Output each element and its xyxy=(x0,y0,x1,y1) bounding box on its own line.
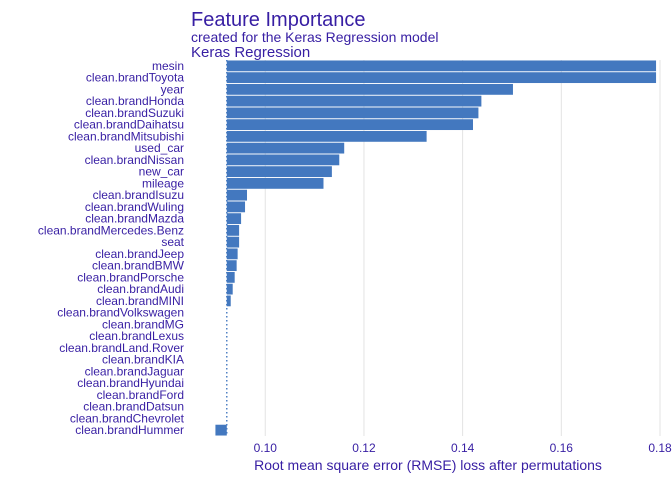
category-label: new_car xyxy=(139,165,184,179)
bar-new-car xyxy=(226,166,332,178)
bar-clean-brandaudi xyxy=(226,283,233,295)
bars xyxy=(215,60,657,436)
category-label: clean.brandNissan xyxy=(85,153,184,167)
bar-clean-brandjeep xyxy=(226,248,238,260)
bar-seat xyxy=(226,236,240,248)
category-label: clean.brandAudi xyxy=(97,282,184,296)
category-label: mileage xyxy=(142,176,184,190)
x-tick-label: 0.18 xyxy=(648,441,672,455)
category-label: clean.brandPorsche xyxy=(77,270,184,284)
x-tick-label: 0.14 xyxy=(451,441,475,455)
category-label: clean.brandHyundai xyxy=(77,376,184,390)
category-label: clean.brandMitsubishi xyxy=(68,129,184,143)
category-label: clean.brandHummer xyxy=(75,423,184,437)
category-label: clean.brandLexus xyxy=(89,329,184,343)
category-label: clean.brandLand.Rover xyxy=(59,341,184,355)
bar-clean-brandporsche xyxy=(226,271,235,283)
bar-mesin xyxy=(226,60,657,72)
panel-title: Keras Regression xyxy=(191,44,310,61)
category-label: clean.brandDatsun xyxy=(83,400,184,414)
category-label: clean.brandMG xyxy=(102,317,184,331)
bar-clean-brandisuzu xyxy=(226,189,248,201)
x-tick-label: 0.10 xyxy=(254,441,278,455)
category-labels: mesinclean.brandToyotayearclean.brandHon… xyxy=(38,59,185,437)
x-tick-label: 0.12 xyxy=(352,441,376,455)
category-label: clean.brandKIA xyxy=(102,353,184,367)
bar-clean-brandhonda xyxy=(226,95,482,107)
bar-mileage xyxy=(226,177,324,189)
category-label: used_car xyxy=(135,141,184,155)
category-label: clean.brandVolkswagen xyxy=(57,306,184,320)
category-label: year xyxy=(161,82,184,96)
bar-year xyxy=(226,83,513,95)
bar-clean-brandtoyota xyxy=(226,72,657,84)
bar-clean-brandhummer xyxy=(215,424,227,436)
category-label: clean.brandIsuzu xyxy=(93,188,184,202)
category-label: clean.brandBMW xyxy=(92,259,185,273)
bar-clean-brandmercedes-benz xyxy=(226,224,240,236)
bar-clean-branddaihatsu xyxy=(226,119,473,131)
category-label: seat xyxy=(161,235,184,249)
bar-clean-brandwuling xyxy=(226,201,246,213)
chart-subtitle: created for the Keras Regression model xyxy=(191,29,438,45)
bar-clean-brandsuzuki xyxy=(226,107,479,119)
category-label: clean.brandMercedes.Benz xyxy=(38,223,184,237)
x-axis-title: Root mean square error (RMSE) loss after… xyxy=(254,457,602,473)
category-label: clean.brandJaguar xyxy=(85,364,184,378)
category-label: clean.brandDaihatsu xyxy=(74,118,184,132)
category-label: clean.brandMazda xyxy=(85,212,184,226)
bar-clean-brandmazda xyxy=(226,213,242,225)
category-label: clean.brandWuling xyxy=(85,200,184,214)
chart-title: Feature Importance xyxy=(191,9,366,31)
x-tick-label: 0.16 xyxy=(550,441,574,455)
category-label: clean.brandToyota xyxy=(86,71,184,85)
bar-used-car xyxy=(226,142,345,154)
bar-clean-brandbmw xyxy=(226,260,237,272)
x-axis-ticks: 0.10 0.12 0.14 0.16 0.18 xyxy=(254,441,672,455)
category-label: clean.brandMINI xyxy=(96,294,184,308)
bar-clean-brandnissan xyxy=(226,154,340,166)
bar-clean-brandmini xyxy=(226,295,231,307)
category-label: mesin xyxy=(152,59,184,73)
bar-clean-brandmitsubishi xyxy=(226,130,427,142)
category-label: clean.brandFord xyxy=(97,388,184,402)
category-label: clean.brandJeep xyxy=(95,247,184,261)
category-label: clean.brandHonda xyxy=(86,94,184,108)
category-label: clean.brandSuzuki xyxy=(85,106,184,120)
category-label: clean.brandChevrolet xyxy=(70,411,185,425)
